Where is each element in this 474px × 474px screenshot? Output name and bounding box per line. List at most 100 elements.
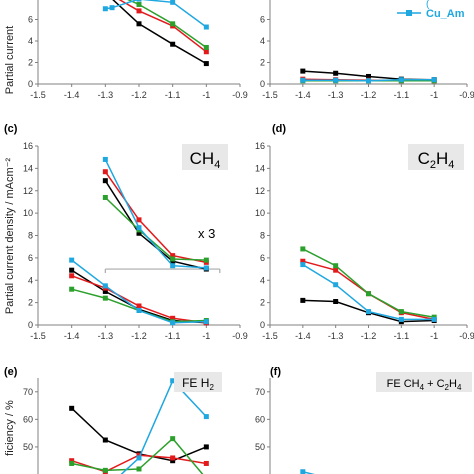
series-group-b bbox=[300, 68, 437, 84]
x-tick-label-a: -1.4 bbox=[64, 90, 80, 100]
data-point-a-cyan bbox=[136, 0, 142, 2]
data-point-c-green bbox=[102, 295, 108, 301]
data-point-b-cyan bbox=[300, 77, 306, 83]
data-point-d-cyan bbox=[431, 316, 437, 322]
x-tick-label-d: -1.3 bbox=[328, 331, 344, 341]
data-point-e-red bbox=[203, 460, 209, 466]
data-point-e-green bbox=[69, 460, 75, 466]
y-tick-label-b: 2 bbox=[260, 58, 265, 68]
x-tick-label-d: -1.2 bbox=[361, 331, 377, 341]
panels: -1.5 -1.4 -1.3 -1.2 -1.1 -1 -0.9 0 2 4 6 -1.5 -1.4 -1… bbox=[23, 0, 474, 474]
data-point-c-black bbox=[69, 267, 75, 273]
data-point-b-black bbox=[333, 70, 339, 76]
data-point-a-green bbox=[203, 44, 209, 50]
x-tick-label-c: -1 bbox=[202, 331, 210, 341]
data-point-c-red bbox=[170, 253, 176, 259]
y-axis-label-bottom: ficiency / % bbox=[4, 400, 16, 456]
c2h4-label-box bbox=[408, 144, 464, 170]
series-line-a-black bbox=[112, 0, 207, 65]
panel-d: -1.5 -1.4 -1.3 -1.2 -1.1 -1 -0.9 0 2 4 6 8 10 12 14 16 bbox=[255, 141, 474, 341]
y-tick-label-f: 70 bbox=[255, 387, 265, 397]
x-tick-label-c: -0.9 bbox=[232, 331, 248, 341]
data-point-d-green bbox=[398, 309, 404, 315]
data-point-b-cyan bbox=[333, 77, 339, 83]
fe-c1c2-label-box bbox=[376, 372, 472, 392]
data-point-d-cyan bbox=[366, 309, 371, 315]
y-tick-label-a: 0 bbox=[28, 79, 33, 89]
series-line-c-cyan-scaled bbox=[104, 159, 207, 269]
series-group-a bbox=[102, 0, 209, 67]
data-point-e-cyan bbox=[170, 378, 176, 384]
legend-partial-entry: ( bbox=[426, 0, 430, 10]
y-tick-label-d: 6 bbox=[260, 253, 265, 263]
y-tick-label-f: 60 bbox=[255, 414, 265, 424]
x-tick-label-a: -1.3 bbox=[98, 90, 114, 100]
series-line-d-green bbox=[302, 248, 435, 318]
data-point-e-red bbox=[69, 458, 75, 464]
data-point-c-red bbox=[136, 303, 142, 309]
y-tick-label-c: 8 bbox=[28, 231, 33, 241]
y-tick-label-a: 2 bbox=[28, 58, 33, 68]
y-tick-label-e: 50 bbox=[23, 442, 33, 452]
data-point-b-cyan bbox=[431, 77, 437, 83]
scale-factor-label: x 3 bbox=[198, 226, 215, 241]
data-point-e-black bbox=[102, 437, 108, 443]
data-point-a-cyan bbox=[170, 0, 176, 5]
data-point-a-green bbox=[170, 21, 176, 27]
x-tick-label-a: -1 bbox=[202, 90, 210, 100]
y-tick-label-e: 60 bbox=[23, 414, 33, 424]
panel-label-c: (c) bbox=[4, 123, 18, 135]
panel-a: -1.5 -1.4 -1.3 -1.2 -1.1 -1 -0.9 0 2 4 6 bbox=[28, 0, 248, 100]
data-point-c-cyan bbox=[170, 320, 176, 326]
y-tick-label-c: 4 bbox=[28, 275, 33, 285]
data-point-f-cyan bbox=[300, 469, 306, 474]
data-point-c-cyan bbox=[203, 319, 209, 325]
data-point-c-red bbox=[102, 169, 108, 175]
x-tick-label-b: -1.4 bbox=[295, 90, 311, 100]
series-group-f bbox=[300, 469, 315, 474]
series-group-c bbox=[69, 156, 209, 326]
ch4-label: CH4 bbox=[190, 149, 221, 171]
data-point-c-green bbox=[102, 194, 108, 200]
data-point-c-red bbox=[136, 217, 142, 223]
data-point-c-cyan bbox=[170, 263, 176, 269]
data-point-e-green bbox=[102, 467, 108, 473]
data-point-e-black bbox=[69, 405, 75, 411]
y-tick-label-d: 10 bbox=[255, 208, 265, 218]
x-tick-label-d: -1 bbox=[430, 331, 438, 341]
y-tick-label-b: 6 bbox=[260, 15, 265, 25]
data-point-c-cyan bbox=[69, 257, 75, 263]
data-point-d-red bbox=[333, 267, 339, 273]
series-group-e bbox=[69, 378, 209, 474]
x-tick-label-a: -1.5 bbox=[30, 90, 46, 100]
data-point-c-black bbox=[102, 178, 108, 184]
panel-c: -1.5 -1.4 -1.3 -1.2 -1.1 -1 -0.9 0 2 4 6 8 10 12 14 16 bbox=[23, 141, 248, 341]
x-tick-label-a: -1.1 bbox=[165, 90, 181, 100]
data-point-e-black bbox=[203, 444, 209, 450]
x-tick-label-d: -1.4 bbox=[295, 331, 311, 341]
data-point-a-black bbox=[136, 21, 142, 27]
data-point-c-black bbox=[136, 230, 142, 236]
data-point-c-black bbox=[102, 288, 108, 294]
data-point-a-cyan bbox=[109, 5, 115, 11]
x-tick-label-b: -1.3 bbox=[328, 90, 344, 100]
y-tick-label-d: 4 bbox=[260, 275, 265, 285]
panel-e: 50 60 70 bbox=[23, 378, 209, 474]
data-point-d-cyan bbox=[398, 316, 404, 322]
data-point-a-black bbox=[170, 41, 176, 47]
x-tick-label-d: -1.1 bbox=[394, 331, 410, 341]
x-tick-label-c: -1.5 bbox=[30, 331, 46, 341]
series-line-c-red-scaled bbox=[104, 171, 207, 264]
data-point-a-cyan bbox=[203, 24, 209, 30]
y-tick-label-c: 0 bbox=[28, 320, 33, 330]
y-axis-label-top: Partial current bbox=[4, 26, 16, 94]
data-point-e-black bbox=[170, 458, 176, 464]
y-tick-label-b: 4 bbox=[260, 36, 265, 46]
c2h4-label: C2H4 bbox=[418, 149, 455, 171]
data-point-c-cyan bbox=[102, 283, 108, 289]
series-line-c-black bbox=[71, 269, 207, 324]
x-tick-label-c: -1.2 bbox=[131, 331, 147, 341]
data-point-e-green bbox=[136, 466, 142, 472]
panel-label-f: (f) bbox=[270, 366, 281, 378]
